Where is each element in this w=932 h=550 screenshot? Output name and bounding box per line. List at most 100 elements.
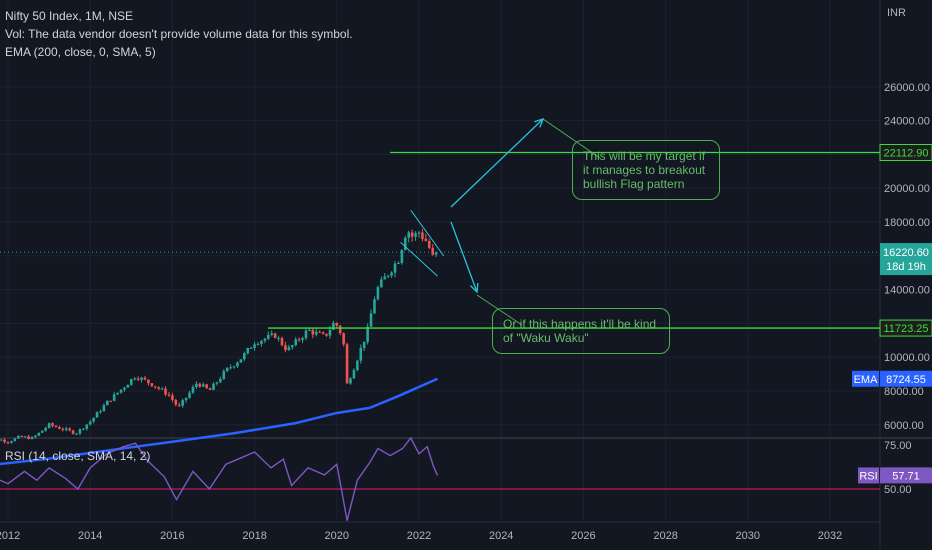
candle-body: [338, 325, 342, 334]
candle-body: [222, 371, 226, 379]
candle-body: [325, 333, 328, 336]
candle-body: [304, 330, 308, 339]
year-tick-label: 2016: [160, 530, 184, 542]
ema-indicator-label[interactable]: EMA (200, close, 0, SMA, 5): [5, 45, 156, 59]
last-price-tag: 16220.60: [883, 247, 929, 259]
candle-body: [273, 333, 277, 338]
candle-body: [342, 333, 345, 345]
candle-body: [88, 421, 92, 425]
candle-body: [314, 331, 318, 335]
candle-body: [58, 427, 61, 429]
flag-lower-line: [400, 241, 438, 277]
candle-body: [75, 433, 78, 435]
candle-body: [13, 438, 17, 442]
candle-body: [369, 313, 373, 327]
candle-body: [40, 430, 44, 433]
candle-body: [431, 247, 434, 255]
candle-body: [20, 435, 23, 437]
candle-body: [253, 344, 256, 348]
candle-body: [92, 417, 95, 422]
candle-body: [380, 279, 383, 288]
candle-body: [225, 367, 229, 372]
year-tick-label: 2012: [0, 530, 20, 542]
ema-name-tag: EMA: [854, 374, 879, 386]
candle-body: [157, 387, 160, 389]
candle-body: [6, 442, 10, 444]
fallback-annotation[interactable]: Or if this happens it'll be kind of "Wak…: [492, 308, 670, 354]
candle-body: [352, 370, 356, 379]
year-tick-label: 2018: [242, 530, 266, 542]
candle-body: [44, 427, 47, 431]
target-arrow: [450, 118, 544, 208]
candle-body: [188, 392, 191, 398]
rsi-value-tag: 57.71: [892, 470, 920, 482]
rsi-name-tag: RSI: [859, 470, 877, 482]
candle-body: [150, 383, 154, 387]
candle-body: [208, 388, 212, 391]
target-annotation-connector: [542, 118, 601, 159]
candle-body: [102, 405, 106, 412]
flag-upper-line: [410, 209, 445, 257]
symbol-title[interactable]: Nifty 50 Index, 1M, NSE: [5, 9, 134, 23]
candle-body: [256, 343, 260, 345]
candle-body: [167, 394, 171, 396]
candle-body: [404, 237, 407, 250]
candle-body: [181, 400, 184, 406]
candle-body: [311, 329, 315, 335]
candle-body: [109, 400, 113, 402]
rsi-value-tag-bg: [880, 467, 932, 484]
currency-label: INR: [887, 7, 906, 19]
candle-body: [263, 338, 267, 341]
candle-body: [212, 383, 215, 391]
rsi-name-tag-bg: [858, 467, 879, 484]
candle-body: [356, 360, 359, 371]
candle-body: [294, 339, 297, 346]
candle-body: [366, 326, 369, 342]
rsi-tick-label: 75.00: [884, 440, 912, 452]
downside-arrow: [450, 221, 478, 293]
year-tick-label: 2022: [407, 530, 431, 542]
candle-body: [140, 377, 143, 380]
candle-body: [321, 332, 325, 334]
downside-arrow-head: [470, 282, 479, 294]
rsi-indicator-label[interactable]: RSI (14, close, SMA, 14, 2): [5, 449, 151, 463]
candle-body: [205, 384, 208, 389]
candle-body: [147, 379, 150, 384]
target-level-tag-bg: [880, 144, 932, 161]
candle-body: [106, 400, 109, 406]
candle-body: [153, 386, 157, 388]
candle-body: [308, 329, 311, 331]
year-tick-label: 2024: [489, 530, 513, 542]
candle-body: [0, 439, 3, 441]
candle-body: [414, 233, 417, 237]
candle-body: [82, 428, 85, 430]
candle-body: [400, 249, 404, 264]
candle-body: [376, 287, 380, 300]
candle-body: [390, 272, 393, 276]
candle-body: [61, 428, 65, 430]
price-tick-label: 18000.00: [884, 217, 930, 229]
candle-body: [373, 299, 376, 314]
price-tick-label: 10000.00: [884, 352, 930, 364]
candle-body: [229, 367, 232, 369]
candle-body: [51, 423, 54, 426]
candle-body: [232, 366, 236, 368]
candle-body: [236, 362, 239, 367]
target-annotation[interactable]: This will be my target if it manages to …: [572, 140, 720, 200]
candle-body: [10, 441, 13, 443]
rsi-tick-label: 50.00: [884, 484, 912, 496]
candle-body: [318, 331, 321, 333]
candle-body: [383, 276, 387, 280]
candle-body: [215, 382, 219, 384]
candle-body: [198, 383, 202, 387]
candle-body: [184, 397, 188, 401]
year-tick-label: 2020: [325, 530, 349, 542]
candle-body: [71, 430, 75, 434]
year-tick-label: 2026: [571, 530, 595, 542]
year-tick-label: 2028: [653, 530, 677, 542]
candle-body: [290, 345, 294, 348]
candle-body: [201, 384, 205, 387]
target-level-tag: 22112.90: [883, 147, 928, 159]
candle-body: [270, 333, 274, 335]
